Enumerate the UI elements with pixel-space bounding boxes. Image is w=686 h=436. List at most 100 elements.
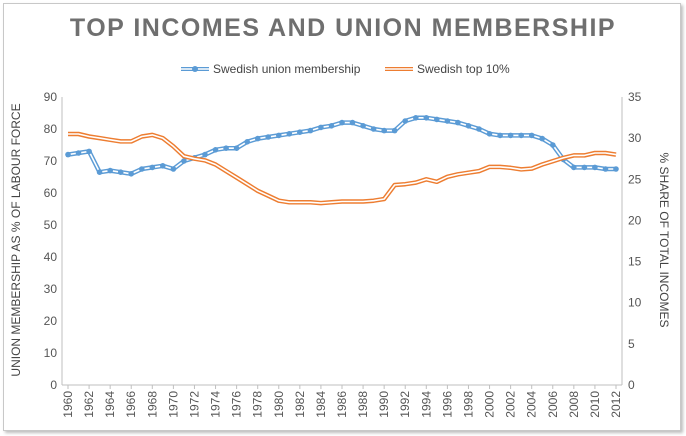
data-point: [528, 132, 535, 139]
data-point: [455, 119, 461, 126]
right-y-tick-label: 30: [628, 131, 642, 145]
data-point: [286, 131, 293, 137]
data-point: [276, 132, 282, 139]
data-point: [381, 127, 388, 134]
data-point: [360, 123, 366, 129]
data-point: [550, 142, 556, 148]
right-y-tick-labels: 0 5 10 15 20 25 30 35: [628, 90, 642, 392]
left-y-tick-label: 80: [44, 122, 58, 136]
legend: Swedish union membership Swedish top 10%: [181, 62, 510, 76]
data-point: [391, 127, 398, 134]
data-point: [65, 151, 71, 158]
data-point: [349, 119, 356, 126]
right-y-tick-label: 0: [628, 378, 635, 392]
data-point: [139, 166, 145, 172]
data-point: [613, 166, 619, 172]
data-point: [160, 163, 166, 169]
right-y-tick-label: 20: [628, 213, 642, 227]
x-tick-label: 2006: [546, 391, 560, 418]
x-tick-label: 1992: [398, 391, 412, 418]
legend-top10-label: Swedish top 10%: [417, 62, 510, 76]
x-tick-label: 1960: [61, 391, 75, 418]
x-tick-label: 1988: [356, 391, 370, 418]
x-tick-label: 1974: [209, 391, 223, 418]
data-point: [96, 169, 103, 175]
legend-union-label: Swedish union membership: [213, 62, 361, 76]
x-tick-labels: 1960 1962 1964 1966 1968 1970 1972 1974 1976 1978…: [61, 385, 623, 418]
left-y-tick-label: 10: [44, 346, 58, 360]
right-y-tick-label: 35: [628, 90, 642, 104]
data-point: [107, 167, 113, 174]
left-y-tick-label: 30: [44, 282, 58, 296]
series-lines: [65, 115, 619, 206]
x-tick-label: 1998: [461, 391, 475, 418]
x-tick-label: 2000: [483, 391, 497, 418]
x-tick-label: 1962: [82, 391, 96, 418]
left-y-tick-label: 60: [44, 186, 58, 200]
legend-item-top10: Swedish top 10%: [385, 62, 510, 76]
x-tick-label: 1996: [440, 391, 454, 418]
data-point: [592, 164, 598, 171]
data-point: [497, 132, 503, 139]
data-point: [265, 134, 272, 140]
right-axis-title: % SHARE OF TOTAL INCOMES: [657, 153, 671, 328]
data-point: [233, 145, 240, 151]
data-point: [339, 119, 345, 126]
left-y-tick-label: 70: [44, 154, 58, 168]
x-tick-label: 2004: [525, 391, 539, 418]
left-y-tick-label: 50: [44, 218, 58, 232]
left-y-tick-label: 40: [44, 250, 58, 264]
data-point: [434, 116, 440, 123]
data-point: [423, 115, 430, 121]
data-point: [307, 127, 314, 134]
right-y-tick-label: 5: [628, 337, 635, 351]
data-point: [518, 132, 524, 139]
data-point: [571, 164, 577, 171]
data-point: [117, 169, 124, 175]
x-tick-label: 2010: [588, 391, 602, 418]
x-tick-label: 1980: [272, 391, 286, 418]
right-y-tick-label: 15: [628, 255, 642, 269]
x-tick-label: 1976: [230, 391, 244, 418]
chart-frame: [3, 3, 681, 431]
right-y-tick-label: 10: [628, 296, 642, 310]
data-point: [444, 118, 451, 124]
data-point: [297, 129, 303, 135]
x-tick-label: 1984: [314, 391, 328, 418]
data-point: [181, 158, 187, 164]
left-y-tick-label: 0: [50, 378, 57, 392]
x-tick-label: 2008: [567, 391, 581, 418]
left-y-tick-label: 20: [44, 314, 58, 328]
data-point: [244, 139, 250, 145]
x-tick-label: 2002: [504, 391, 518, 418]
x-tick-label: 1990: [377, 391, 391, 418]
x-tick-label: 1982: [293, 391, 307, 418]
x-tick-label: 1966: [124, 391, 138, 418]
data-point: [212, 147, 219, 153]
data-point: [370, 126, 377, 132]
data-point: [328, 123, 335, 129]
x-tick-label: 1970: [166, 391, 180, 418]
x-tick-label: 1994: [419, 391, 433, 418]
series-line-inner: [68, 133, 617, 204]
data-point: [75, 150, 82, 156]
data-point: [507, 132, 514, 139]
x-tick-label: 1972: [187, 391, 201, 418]
chart-title: TOP INCOMES AND UNION MEMBERSHIP: [69, 14, 617, 42]
x-tick-label: 1978: [251, 391, 265, 418]
data-point: [86, 148, 92, 155]
data-point: [465, 123, 472, 129]
data-point: [223, 145, 229, 151]
data-point: [402, 118, 409, 124]
data-point: [413, 115, 419, 121]
series-top10-share: [68, 131, 617, 206]
data-point: [128, 171, 134, 177]
x-tick-label: 1986: [335, 391, 349, 418]
series-union-membership: [65, 115, 619, 177]
x-tick-label: 1968: [145, 391, 159, 418]
data-point: [602, 166, 609, 172]
data-point: [202, 151, 208, 158]
data-point: [170, 166, 177, 172]
data-point: [539, 135, 545, 142]
right-y-tick-label: 25: [628, 172, 642, 186]
